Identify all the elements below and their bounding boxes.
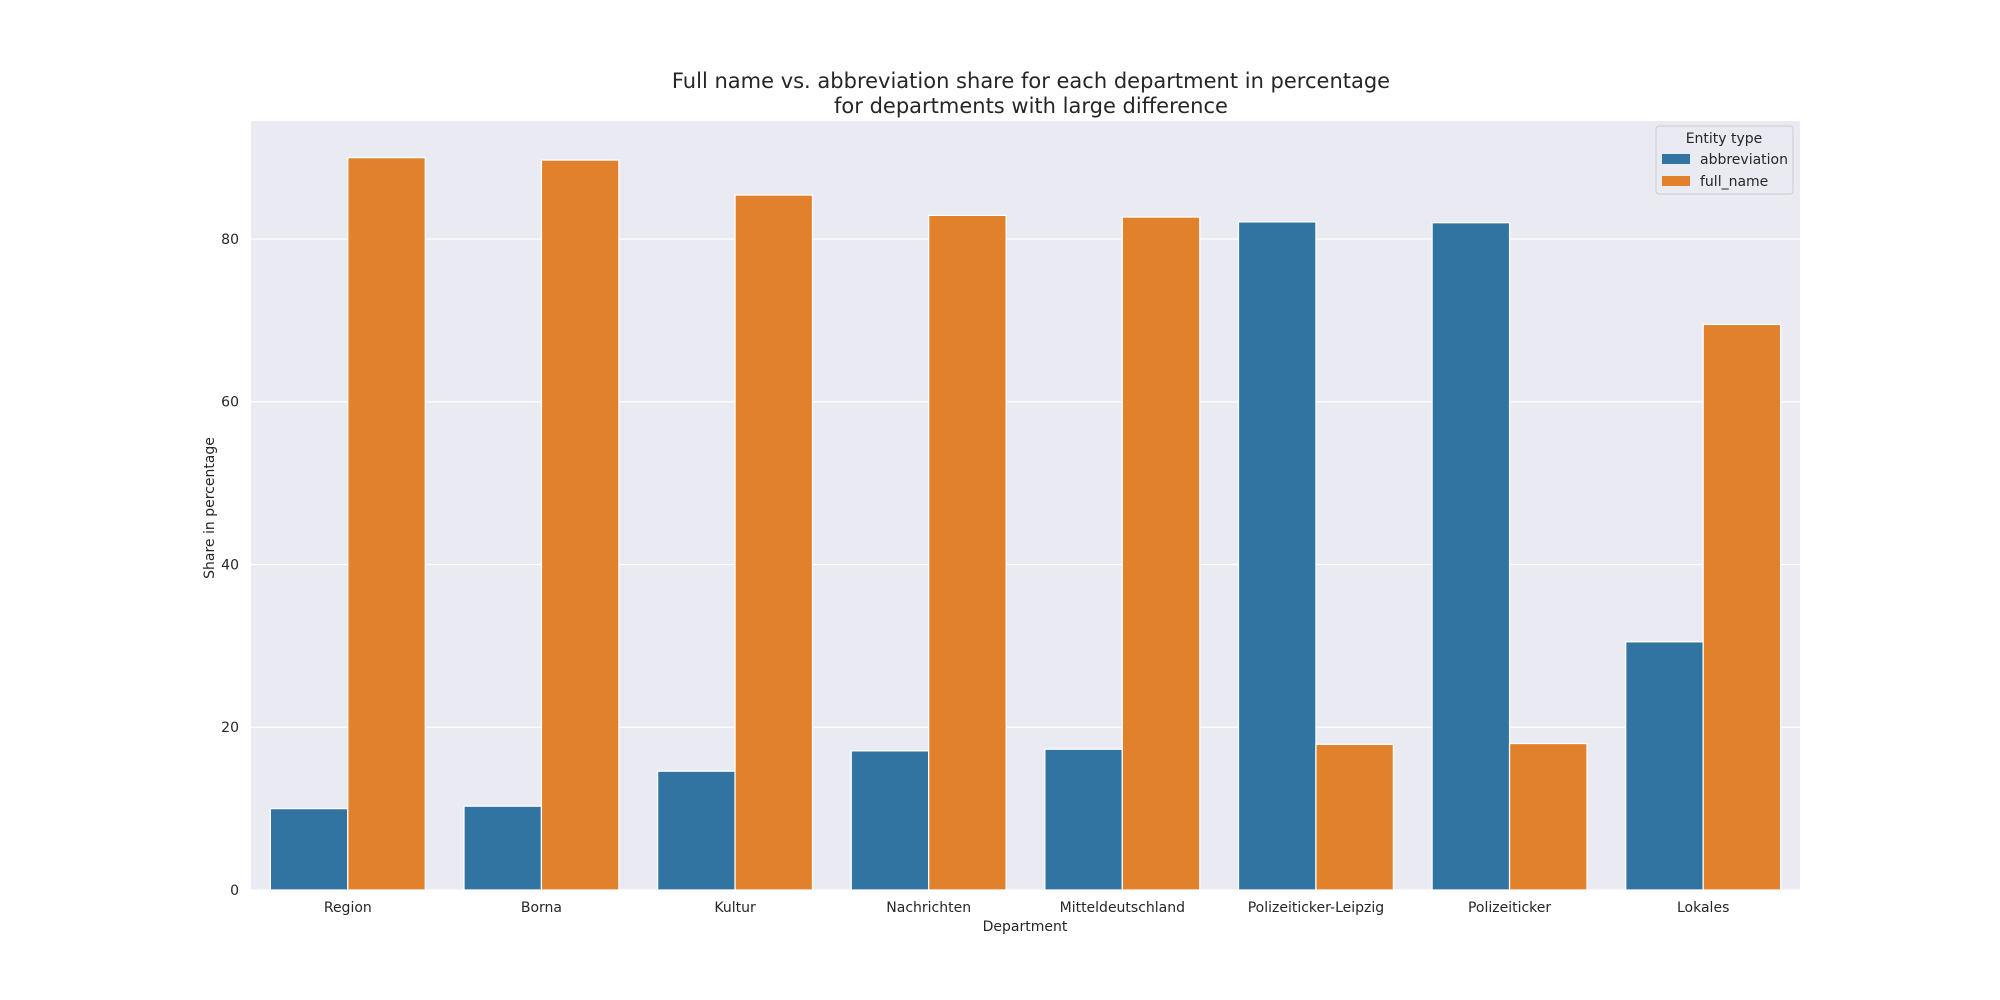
bar-full-name-lokales: [1702, 323, 1782, 891]
bar-abbreviation-region: [269, 807, 349, 891]
bar-full-name-polizeiticker: [1508, 742, 1588, 891]
x-tick-label: Mitteldeutschland: [1060, 900, 1185, 916]
bar-full-name-mitteldeutschland: [1121, 216, 1201, 891]
y-tick-label: 80: [221, 232, 239, 248]
legend-frame: [1655, 125, 1794, 195]
x-tick-label: Lokales: [1677, 900, 1729, 916]
bar-abbreviation-polizeiticker: [1431, 222, 1511, 891]
y-tick-label: 60: [221, 395, 239, 411]
bar-abbreviation-mitteldeutschland: [1044, 748, 1123, 891]
x-tick-label: Borna: [521, 900, 562, 916]
bar-full-name-kultur: [734, 194, 814, 891]
y-axis-label: Share in percentage: [202, 437, 218, 579]
bar-full-name-borna: [540, 159, 620, 891]
y-axis-ticks: 0 20 40 60 80: [221, 232, 239, 899]
bar-full-name-nachrichten: [928, 214, 1007, 891]
y-tick-label: 20: [221, 720, 239, 736]
legend-label-full-name: full_name: [1700, 174, 1768, 190]
x-tick-label: Kultur: [714, 900, 756, 916]
bar-abbreviation-kultur: [656, 770, 736, 891]
bar-full-name-polizeiticker-leipzig: [1315, 743, 1395, 891]
bar-abbreviation-borna: [463, 805, 543, 891]
legend-label-abbreviation: abbreviation: [1700, 152, 1788, 168]
legend-title: Entity type: [1686, 131, 1763, 147]
x-tick-label: Region: [324, 900, 372, 916]
y-tick-label: 40: [221, 557, 239, 573]
chart-subtitle: for departments with large difference: [834, 94, 1228, 118]
legend-swatch-abbreviation: [1662, 154, 1690, 164]
x-tick-label: Polizeiticker-Leipzig: [1248, 900, 1384, 916]
x-axis-ticks: Region Borna Kultur Nachrichten Mitteldeutsc…: [324, 900, 1730, 916]
y-tick-label: 0: [230, 883, 239, 899]
legend-swatch-full-name: [1662, 176, 1690, 186]
bar-abbreviation-polizeiticker-leipzig: [1237, 221, 1317, 891]
bar-abbreviation-lokales: [1625, 641, 1704, 891]
bar-full-name-region: [347, 156, 426, 891]
x-axis-label: Department: [983, 919, 1068, 935]
bar-abbreviation-nachrichten: [850, 750, 930, 891]
bars: [269, 156, 1782, 891]
legend: Entity type abbreviation full_name: [1655, 125, 1794, 195]
x-tick-label: Polizeiticker: [1468, 900, 1551, 916]
x-tick-label: Nachrichten: [886, 900, 971, 916]
chart-title: Full name vs. abbreviation share for eac…: [672, 69, 1390, 93]
